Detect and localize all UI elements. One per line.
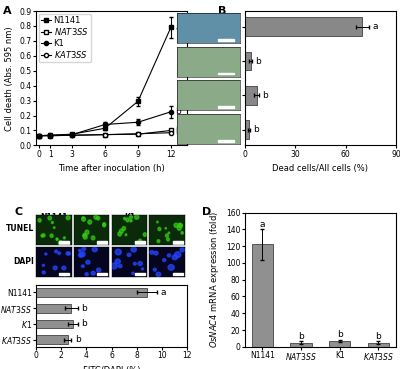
X-axis label: Time after inoculation (h): Time after inoculation (h)	[58, 164, 165, 173]
Bar	[329, 341, 350, 347]
Text: b: b	[253, 125, 259, 134]
Bar	[245, 17, 362, 36]
Bar	[368, 343, 389, 347]
Text: A: A	[3, 6, 11, 16]
Text: b: b	[75, 335, 81, 344]
Bar	[252, 244, 273, 347]
Bar	[245, 86, 256, 105]
Text: b: b	[298, 332, 304, 341]
Text: b: b	[337, 330, 343, 339]
Text: N1141: N1141	[40, 213, 68, 222]
Text: b: b	[81, 304, 87, 313]
Bar	[36, 288, 147, 297]
X-axis label: Dead cells/All cells (%): Dead cells/All cells (%)	[272, 164, 368, 173]
Y-axis label: Cell death (Abs. 595 nm): Cell death (Abs. 595 nm)	[5, 26, 14, 131]
Text: K1: K1	[124, 213, 135, 222]
Text: b: b	[255, 56, 261, 66]
Bar	[245, 52, 251, 70]
Text: b: b	[376, 332, 381, 341]
Bar	[245, 120, 249, 139]
Bar	[36, 304, 71, 313]
Text: b: b	[262, 91, 268, 100]
Text: b: b	[175, 128, 181, 138]
Text: B: B	[218, 6, 226, 16]
Text: DAPI: DAPI	[14, 258, 34, 266]
Text: b: b	[175, 107, 181, 116]
Text: TUNEL: TUNEL	[6, 224, 34, 233]
Text: a: a	[372, 22, 378, 31]
Bar	[36, 320, 72, 328]
Text: a: a	[161, 288, 166, 297]
Text: b: b	[81, 320, 87, 328]
Text: a: a	[260, 220, 265, 229]
Text: C: C	[15, 207, 23, 217]
Text: b: b	[175, 126, 181, 135]
X-axis label: FITC/DAPI (%): FITC/DAPI (%)	[83, 366, 140, 369]
Y-axis label: $\it{OsNAC4}$ mRNA expression (fold): $\it{OsNAC4}$ mRNA expression (fold)	[208, 211, 220, 348]
Bar	[290, 343, 312, 347]
Text: $\it{NAT3SS}$: $\it{NAT3SS}$	[76, 213, 108, 224]
Text: a: a	[175, 23, 181, 32]
Legend: N1141, $\it{NAT3SS}$, K1, $\it{KAT3SS}$: N1141, $\it{NAT3SS}$, K1, $\it{KAT3SS}$	[38, 14, 91, 62]
Text: D: D	[202, 207, 212, 217]
Text: $\it{KAT3SS}$: $\it{KAT3SS}$	[152, 213, 183, 224]
Bar	[36, 335, 68, 344]
